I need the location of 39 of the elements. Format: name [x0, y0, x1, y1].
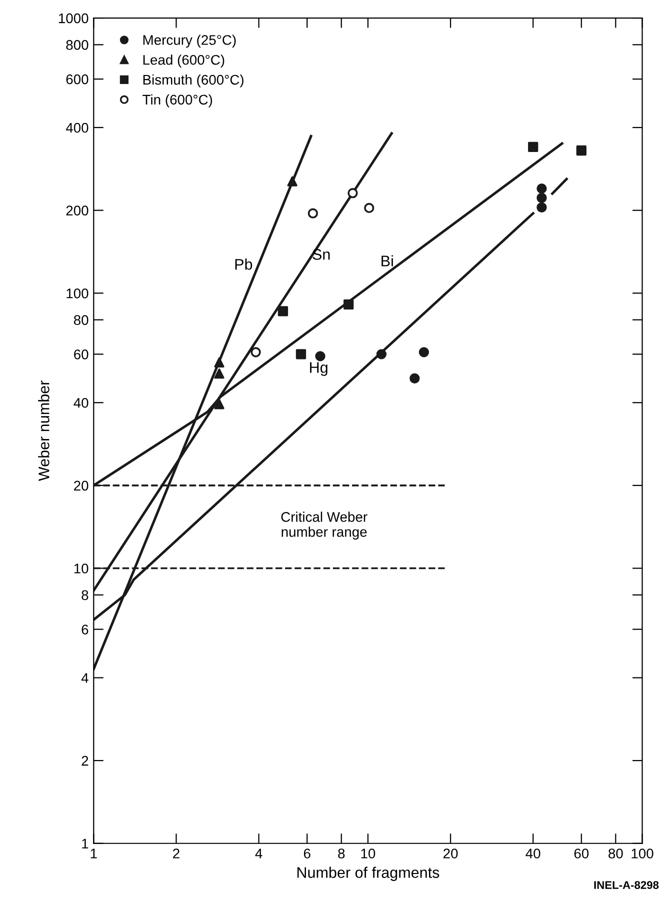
x-tick-label: 6: [304, 848, 310, 858]
y-tick-label: 800: [66, 40, 88, 50]
y-tick-label: 4: [81, 673, 88, 683]
y-tick-label: 100: [66, 288, 88, 298]
y-tick-label: 6: [82, 624, 88, 634]
y-tick-label: 40: [74, 398, 88, 408]
y-tick-label: 400: [66, 122, 88, 133]
annotation: Hg: [310, 362, 328, 376]
x-tick-label: 2: [173, 848, 180, 858]
x-tick-label: 80: [608, 848, 623, 858]
y-tick-label: 80: [74, 315, 88, 325]
annotation: Pb: [235, 258, 252, 270]
x-tick-label: 8: [338, 848, 345, 858]
y-tick-label: 20: [74, 480, 88, 491]
x-tick-label: 100: [632, 848, 654, 858]
y-axis-title: Weber number: [38, 380, 50, 482]
annotation: Sn: [312, 249, 330, 260]
x-tick-label: 60: [574, 848, 589, 858]
y-tick-label: 60: [74, 350, 88, 360]
text: INEL-A-8298: [594, 881, 659, 889]
x-tick-label: 40: [526, 848, 540, 858]
y-tick-label: 1: [82, 838, 88, 848]
x-tick-label: 10: [361, 848, 376, 858]
annotation: Bi: [382, 255, 393, 266]
y-tick-label: 8: [82, 590, 88, 600]
x-tick-label: 4: [255, 848, 262, 858]
y-tick-label: 10: [74, 564, 88, 574]
x-tick-label: 1: [90, 848, 97, 858]
y-tick-label: 1000: [58, 13, 88, 24]
y-tick-label: 600: [66, 74, 88, 84]
y-tick-label: 200: [66, 206, 88, 216]
x-tick-label: 20: [443, 848, 458, 858]
legend-label: Mercury (25°C): [143, 34, 236, 48]
annotation: Critical Weber number range: [281, 512, 368, 540]
legend-label: Tin (600°C): [142, 94, 212, 108]
y-tick-label: 2: [82, 756, 88, 766]
legend-label: Lead (600°C): [143, 54, 224, 68]
x-axis-title: Number of fragments: [297, 866, 440, 881]
legend-label: Bismuth (600°C): [143, 74, 244, 88]
